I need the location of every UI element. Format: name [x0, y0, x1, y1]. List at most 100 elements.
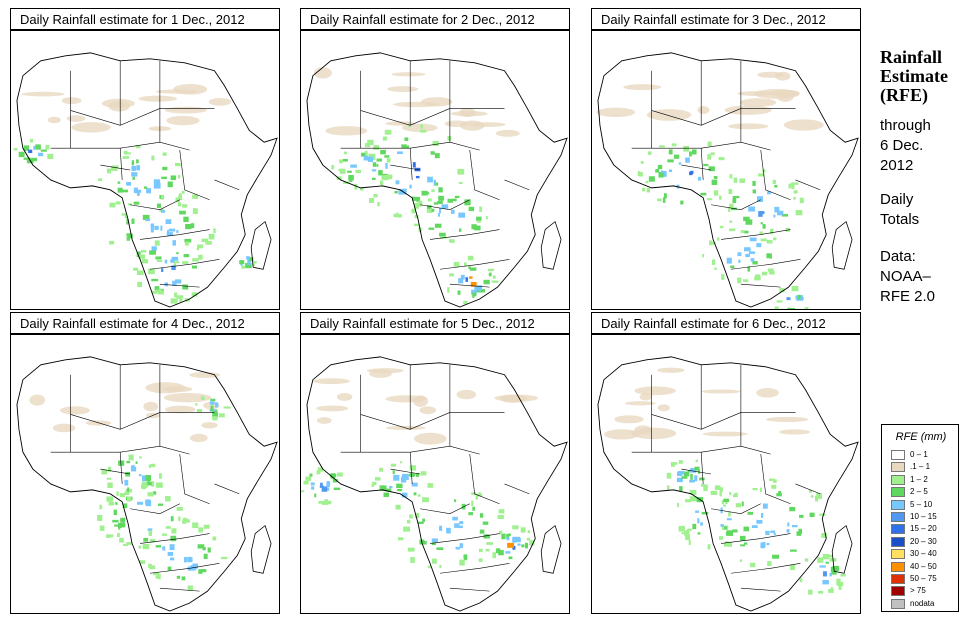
rain-cell — [363, 155, 368, 161]
rain-cell — [145, 499, 151, 506]
rain-cell — [172, 240, 176, 246]
rain-cell — [472, 292, 477, 297]
light-rain-patch — [61, 97, 82, 105]
rain-cell — [735, 503, 742, 508]
rain-cell — [512, 525, 519, 530]
rain-cell — [822, 554, 830, 560]
rain-cell — [687, 528, 692, 531]
rain-cell — [732, 197, 737, 204]
rain-cell — [415, 472, 420, 477]
rain-cell — [662, 170, 667, 177]
rain-cell — [673, 154, 680, 159]
country-border — [449, 283, 490, 288]
rain-cell — [724, 526, 727, 530]
light-rain-patch — [776, 91, 794, 102]
light-rain-patch — [494, 394, 539, 402]
africa-map-svg — [301, 356, 568, 612]
rain-cell — [433, 182, 439, 186]
country-border — [504, 179, 530, 191]
rain-cell — [671, 143, 677, 147]
rain-cell — [708, 166, 715, 172]
rain-cell — [401, 144, 407, 148]
country-border — [700, 452, 704, 484]
rain-cell — [795, 210, 803, 216]
rain-cell — [431, 208, 435, 212]
rain-cell — [724, 543, 730, 547]
rain-cell — [343, 181, 350, 184]
light-rain-patch — [391, 72, 426, 77]
rain-cell — [748, 206, 756, 212]
rain-cell — [101, 469, 108, 475]
rain-cell — [434, 153, 440, 159]
rain-cell — [380, 180, 384, 185]
light-rain-patch — [47, 116, 61, 124]
rain-cell — [828, 588, 834, 593]
rain-cell — [171, 265, 176, 271]
rain-cell — [182, 204, 188, 208]
rain-cell — [407, 547, 415, 552]
rain-cell — [317, 467, 324, 472]
country-border — [50, 445, 190, 455]
rain-cell — [157, 290, 164, 295]
rain-cell — [174, 162, 181, 167]
rain-cell — [213, 409, 218, 416]
map-panel-1: Daily Rainfall estimate for 1 Dec., 2012 — [10, 8, 280, 310]
rain-cell — [18, 151, 24, 158]
rainfall-field — [301, 368, 539, 569]
rain-cell — [210, 398, 216, 402]
rain-cell — [752, 487, 758, 491]
rain-cell — [767, 561, 772, 566]
rain-cell — [743, 526, 750, 532]
rain-cell — [791, 182, 799, 185]
rain-cell — [687, 469, 690, 473]
rain-cell — [452, 198, 457, 202]
rain-cell — [695, 510, 699, 513]
rain-cell — [122, 503, 128, 509]
country-border — [469, 454, 500, 505]
rain-cell — [108, 501, 115, 506]
rain-cell — [202, 547, 206, 551]
rain-cell — [799, 514, 804, 518]
rain-cell — [374, 477, 381, 481]
rain-cell — [153, 491, 157, 495]
rain-cell — [700, 522, 703, 526]
rain-cell — [372, 177, 376, 181]
light-rain-patch — [414, 432, 447, 445]
rain-cell — [471, 492, 477, 496]
rain-cell — [135, 461, 138, 464]
rain-cell — [368, 198, 375, 203]
light-rain-patch — [385, 395, 427, 403]
coastline — [16, 52, 278, 308]
country-border — [140, 229, 210, 240]
rain-cell — [142, 543, 150, 550]
rain-cell — [179, 298, 183, 303]
rain-cell — [170, 298, 178, 304]
rain-cell — [432, 141, 439, 146]
rain-cell — [167, 552, 173, 556]
rain-cell — [179, 210, 186, 215]
rain-cell — [759, 487, 762, 493]
rain-cell — [406, 519, 411, 524]
rain-cell — [201, 238, 209, 243]
rain-cell — [756, 243, 762, 248]
rain-cell — [515, 536, 521, 540]
rain-cell — [787, 522, 790, 527]
rain-cell — [153, 182, 161, 189]
rain-cell — [128, 454, 134, 461]
light-rain-patch — [756, 387, 779, 398]
africa-map-svg — [597, 356, 859, 612]
country-border — [140, 533, 210, 544]
rain-cell — [733, 177, 738, 183]
light-rain-patch — [316, 405, 349, 412]
rain-cell — [209, 401, 215, 405]
rain-cell — [384, 129, 392, 135]
rain-cell — [829, 572, 832, 577]
rain-cell — [492, 552, 497, 559]
rain-cell — [690, 473, 693, 480]
rain-cell — [657, 164, 663, 170]
rain-cell — [404, 137, 409, 141]
rain-cell — [373, 145, 380, 150]
rain-cell — [731, 207, 737, 211]
rain-cell — [796, 531, 802, 536]
rain-cell — [113, 509, 118, 516]
